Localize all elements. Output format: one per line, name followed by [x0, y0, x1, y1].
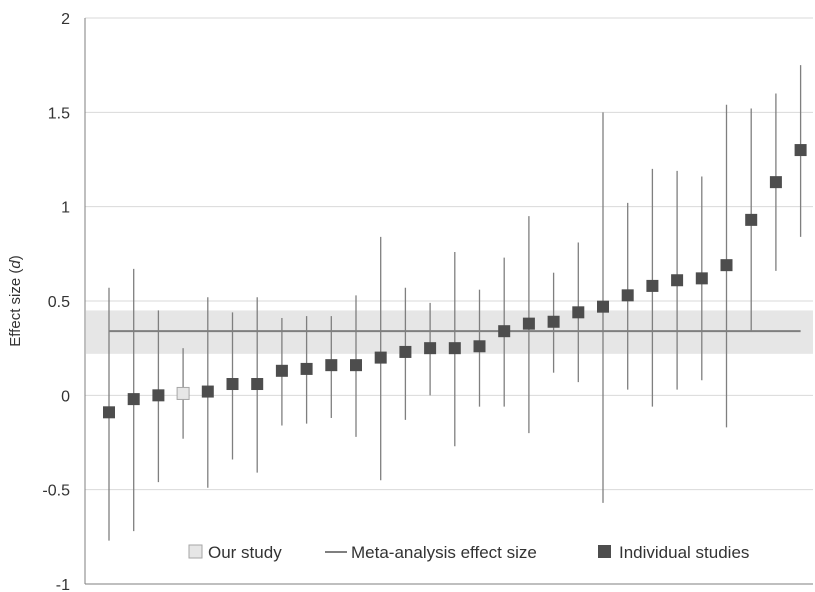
study-marker	[547, 315, 560, 328]
study-marker	[300, 362, 313, 375]
study-marker	[424, 342, 437, 355]
legend-meta-label: Meta-analysis effect size	[351, 543, 537, 562]
study-marker	[671, 274, 684, 287]
study-marker	[399, 345, 412, 358]
study-marker	[127, 393, 140, 406]
y-axis-label: Effect size (d)	[7, 255, 24, 346]
study-marker	[325, 359, 338, 372]
y-tick-label: 0.5	[48, 294, 70, 311]
study-marker	[350, 359, 362, 372]
y-tick-labels: -1 -0.5 0 0.5 1 1.5 2	[42, 11, 70, 592]
legend-individual-label: Individual studies	[619, 543, 749, 562]
study-marker	[251, 378, 264, 391]
y-tick-label: -0.5	[42, 483, 70, 500]
y-tick-label: -1	[56, 577, 70, 592]
study-marker	[646, 279, 659, 292]
study-marker	[201, 385, 214, 398]
study-marker	[720, 259, 733, 272]
study-marker	[152, 389, 165, 402]
study-marker	[473, 340, 486, 353]
study-marker	[621, 289, 634, 302]
y-axis-label-main: Effect size (	[7, 269, 24, 347]
legend-our-study-label: Our study	[208, 543, 282, 562]
study-markers	[103, 144, 807, 419]
plot-frame	[84, 18, 813, 585]
study-marker	[769, 176, 782, 189]
y-tick-label: 1.5	[48, 105, 70, 122]
study-marker	[695, 272, 708, 285]
legend-individual-swatch	[598, 545, 611, 558]
legend: Our study Meta-analysis effect size Indi…	[188, 543, 749, 562]
study-marker	[745, 213, 758, 226]
study-marker	[572, 306, 585, 319]
study-marker	[103, 406, 115, 419]
y-tick-label: 0	[61, 388, 70, 405]
study-marker	[498, 325, 511, 338]
study-marker	[522, 317, 535, 330]
study-marker	[794, 144, 807, 157]
study-marker	[597, 300, 609, 313]
error-bars	[108, 65, 802, 541]
study-marker	[226, 378, 239, 391]
y-axis-label-end: )	[7, 255, 24, 260]
legend-our-study-swatch	[188, 544, 203, 559]
study-marker	[374, 351, 387, 364]
our-study-marker	[176, 386, 190, 400]
y-tick-label: 1	[61, 200, 70, 217]
gridlines	[85, 17, 813, 491]
y-tick-label: 2	[61, 11, 70, 28]
study-marker	[448, 342, 461, 355]
y-axis-label-symbol: d	[7, 260, 24, 269]
study-marker	[275, 364, 288, 377]
